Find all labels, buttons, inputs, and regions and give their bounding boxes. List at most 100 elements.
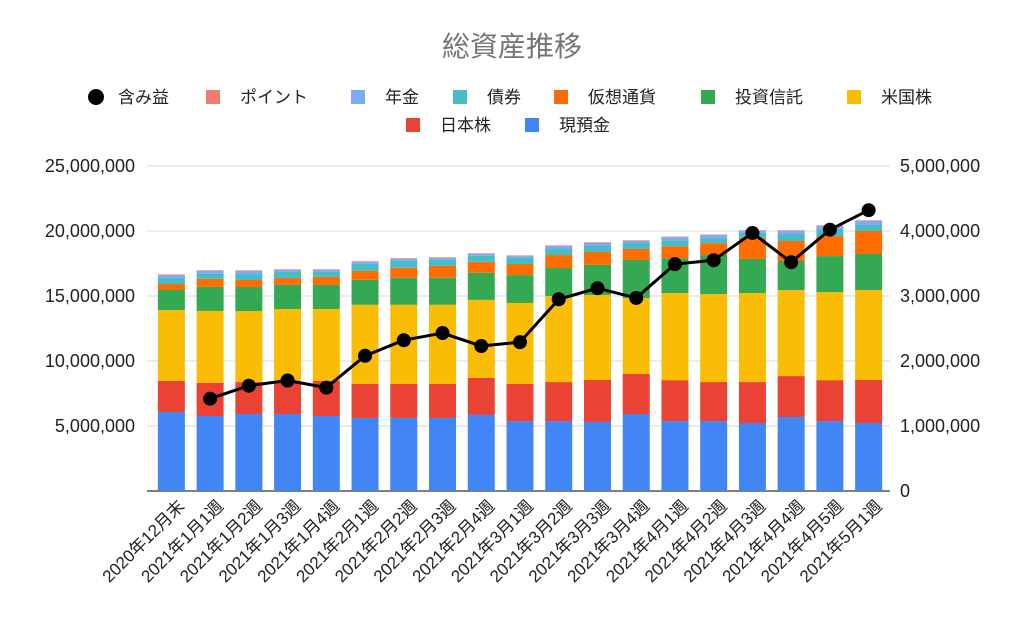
bar-stack-3 [274,269,302,491]
bar-stack-15 [738,230,766,491]
bar-segment-s2-c15 [738,293,766,383]
bar-segment-s0-c4 [312,415,340,491]
bar-segment-s5-c9 [506,258,534,265]
unrealized-gain-point-13 [667,257,682,272]
bar-segment-s3-c10 [545,268,573,296]
bar-segment-s6-c8 [467,253,495,256]
bar-segment-s6-c11 [583,242,611,246]
bar-segment-s1-c5 [351,383,379,418]
bar-segment-s5-c4 [312,271,340,277]
bar-segment-s3-c5 [351,279,379,305]
right-axis: 0 1,000,000 2,000,000 3,000,000 4,000,000 5,0… [900,156,980,501]
bar-segment-s4-c5 [351,270,379,280]
unrealized-gain-point-16 [784,255,799,270]
bar-segment-s6-c2 [235,271,263,275]
bar-segment-s2-c8 [467,299,495,378]
bar-segment-s6-c12 [622,241,650,243]
bar-segment-s7-c4 [312,269,340,270]
bar-segment-s0-c17 [816,421,844,491]
left-axis: 5,000,000 10,000,000 15,000,000 20,000,000 2… [45,156,135,436]
bar-segment-s5-c7 [429,259,457,266]
bar-segment-s4-c13 [661,246,689,259]
bar-segment-s2-c12 [622,297,650,374]
legend-swatch [847,90,861,104]
legend-label: 日本株 [440,116,491,135]
bar-stack-16 [777,230,805,491]
bar-segment-s4-c1 [196,278,224,287]
bar-segment-s4-c4 [312,276,340,285]
bar-segment-s3-c17 [816,256,844,293]
bar-segment-s0-c8 [467,414,495,491]
bar-segment-s2-c17 [816,292,844,381]
bar-segment-s0-c7 [429,417,457,491]
bar-segment-s0-c3 [274,414,302,491]
bar-segment-s1-c10 [545,382,573,422]
bar-segment-s7-c13 [661,236,689,238]
unrealized-gain-point-11 [590,281,605,296]
x-axis-labels: 2020年12月末2021年1月1週2021年1月2週2021年1月3週2021… [99,497,886,587]
bar-segment-s3-c0 [157,290,185,311]
legend-label: 投資信託 [735,88,803,107]
bar-segment-s7-c6 [390,258,418,259]
bar-segment-s0-c5 [351,417,379,491]
bar-segment-s7-c10 [545,245,573,247]
right-axis-tick-label: 0 [900,481,910,501]
legend-item-5: 投資信託 [701,88,803,107]
bar-segment-s1-c9 [506,384,534,422]
bar-segment-s4-c12 [622,248,650,260]
bar-segment-s0-c10 [545,421,573,491]
bar-segment-s5-c2 [235,274,263,281]
bar-segment-s0-c12 [622,414,650,491]
legend-item-2: 年金 [351,88,419,107]
bar-stack-7 [429,257,457,491]
bar-stack-4 [312,269,340,491]
bar-segment-s6-c0 [157,275,185,279]
legend-swatch [554,90,568,104]
bar-segment-s0-c16 [777,417,805,491]
bar-segment-s6-c10 [545,246,573,250]
bar-segment-s2-c7 [429,304,457,384]
legend-swatch [351,90,365,104]
bar-segment-s4-c8 [467,261,495,273]
bar-segment-s0-c13 [661,421,689,491]
bar-segment-s2-c1 [196,310,224,383]
bar-segment-s2-c14 [700,294,728,383]
right-axis-tick-label: 2,000,000 [900,351,980,371]
bar-segment-s5-c6 [390,260,418,268]
bar-segment-s4-c6 [390,267,418,278]
bar-segment-s6-c1 [196,270,224,274]
unrealized-gain-point-6 [396,333,411,348]
bar-segment-s7-c5 [351,261,379,262]
bar-segment-s4-c17 [816,236,844,257]
bar-segment-s6-c16 [777,231,805,234]
bar-stack-0 [157,274,185,491]
bar-segment-s3-c8 [467,272,495,300]
bar-segment-s3-c2 [235,287,263,312]
bar-segment-s4-c3 [274,277,302,285]
bar-segment-s6-c4 [312,270,340,272]
left-axis-tick-label: 15,000,000 [45,286,135,306]
right-axis-tick-label: 3,000,000 [900,286,980,306]
unrealized-gain-point-3 [280,373,295,388]
legend-swatch [701,90,715,104]
bar-stack-11 [583,242,611,491]
bar-segment-s2-c13 [661,293,689,381]
unrealized-gain-point-12 [629,290,644,305]
legend-swatch [206,90,220,104]
bar-stack-13 [661,236,689,491]
bar-segment-s0-c18 [855,423,883,491]
unrealized-gain-point-9 [513,335,527,350]
unrealized-gain-point-10 [551,292,566,307]
bar-segment-s0-c11 [583,421,611,491]
bar-segment-s1-c12 [622,374,650,415]
bar-segment-s4-c7 [429,265,457,278]
bar-segment-s2-c18 [855,290,883,380]
bar-segment-s0-c14 [700,421,728,491]
bar-segment-s5-c5 [351,263,379,271]
bar-segment-s6-c13 [661,237,689,241]
left-axis-tick-label: 20,000,000 [45,221,135,241]
legend-swatch [453,90,467,104]
bar-segment-s3-c15 [738,258,766,294]
bar-segment-s6-c9 [506,256,534,259]
